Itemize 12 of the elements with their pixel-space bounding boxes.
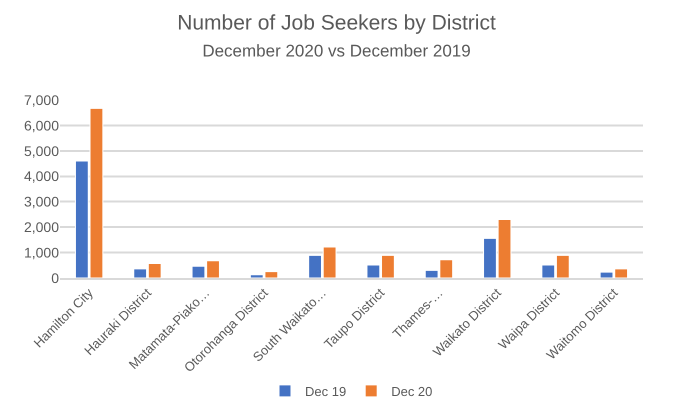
y-tick-label: 5,000 — [24, 142, 60, 159]
legend-label: Dec 19 — [305, 384, 346, 399]
y-tick-label: 1,000 — [24, 244, 60, 260]
y-tick-label: 4,000 — [24, 168, 60, 184]
y-tick-label: 2,000 — [24, 219, 60, 236]
chart-subtitle: December 2020 vs December 2019 — [202, 42, 471, 61]
y-tick-label: 0 — [51, 270, 60, 286]
legend-label: Dec 20 — [391, 384, 432, 399]
y-tick-label: 7,000 — [24, 92, 60, 108]
y-tick-label: 6,000 — [24, 117, 60, 134]
y-tick-label: 3,000 — [24, 194, 60, 210]
chart-title: Number of Job Seekers by District — [177, 11, 496, 34]
